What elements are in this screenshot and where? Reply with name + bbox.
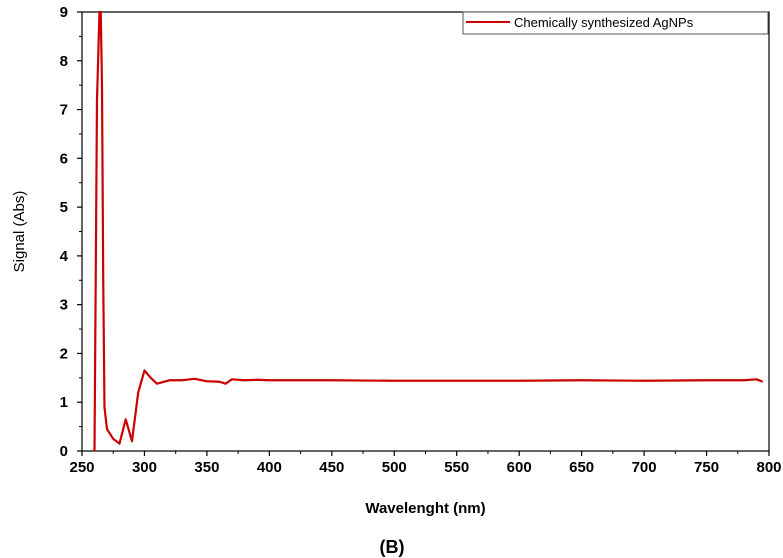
- x-tick-label: 500: [382, 459, 407, 476]
- panel-label: (B): [380, 537, 405, 557]
- x-axis-title: Wavelenght (nm): [365, 500, 485, 517]
- series-line: [93, 10, 764, 452]
- y-tick-label: 7: [60, 102, 68, 119]
- y-tick-label: 8: [60, 53, 68, 70]
- y-tick-label: 9: [60, 4, 68, 21]
- y-tick-label: 6: [60, 150, 68, 167]
- y-tick-label: 5: [60, 199, 68, 216]
- legend-box: [462, 11, 769, 35]
- legend: Chemically synthesized AgNPs: [462, 11, 769, 35]
- x-tick-label: 750: [694, 459, 719, 476]
- plot-area: [81, 11, 770, 452]
- x-tick-label: 250: [69, 459, 94, 476]
- y-axis-title: Signal (Abs): [11, 191, 28, 273]
- x-tick-label: 700: [632, 459, 657, 476]
- x-tick-label: 600: [507, 459, 532, 476]
- x-tick-label: 300: [132, 459, 157, 476]
- y-tick-label: 3: [60, 297, 68, 314]
- axes: 250 300 350 400 450 500 550 600 650 700 750 800 0 1 2 3…: [60, 4, 782, 476]
- x-tick-label: 800: [756, 459, 781, 476]
- x-tick-label: 550: [444, 459, 469, 476]
- series-layer: [93, 10, 764, 452]
- legend-entry: Chemically synthesized AgNPs: [514, 15, 694, 30]
- plot-frame: [81, 11, 770, 452]
- y-tick-label: 1: [60, 394, 68, 411]
- x-tick-label: 650: [569, 459, 594, 476]
- y-tick-label: 2: [60, 345, 68, 362]
- x-tick-label: 350: [194, 459, 219, 476]
- x-tick-label: 400: [257, 459, 282, 476]
- y-tick-label: 4: [60, 248, 69, 265]
- x-tick-label: 450: [319, 459, 344, 476]
- y-tick-label: 0: [60, 443, 68, 460]
